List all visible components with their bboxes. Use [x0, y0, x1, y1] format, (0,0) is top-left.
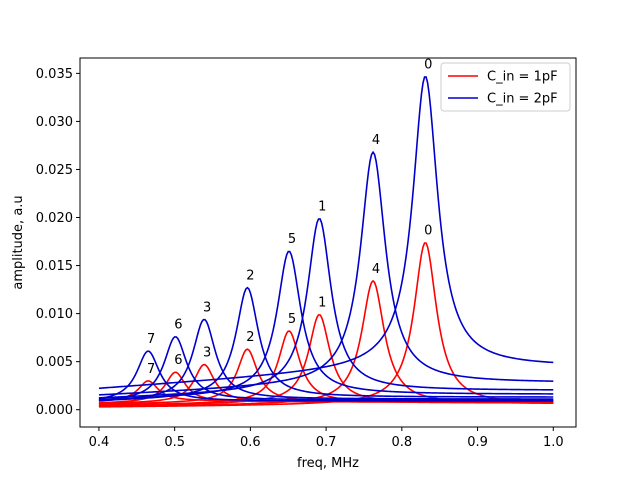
legend: C_in = 1pF C_in = 2pF [440, 62, 571, 112]
y-tick-label: 0.000 [36, 403, 73, 418]
series-line [98, 76, 554, 390]
series-line [98, 350, 554, 402]
series-line [98, 218, 554, 399]
peak-label: 3 [203, 300, 211, 315]
y-tick-label: 0.005 [36, 355, 73, 370]
y-axis-label: amplitude, a.u [11, 195, 26, 289]
axes-frame [79, 57, 577, 428]
x-tick-label: 0.7 [316, 435, 337, 450]
plot-curves [98, 76, 554, 408]
legend-label: C_in = 2pF [487, 92, 558, 107]
peak-label: 6 [174, 318, 182, 333]
peak-label: 1 [318, 199, 326, 214]
y-axis-ticks: 0.000 0.005 0.010 0.015 0.020 0.025 0.030 0.035 [36, 67, 80, 418]
peak-label: 0 [424, 57, 432, 72]
peak-label: 5 [288, 232, 296, 247]
x-tick-label: 0.5 [164, 435, 185, 450]
x-tick-label: 0.4 [89, 435, 110, 450]
x-tick-label: 0.8 [391, 435, 412, 450]
series-line [98, 336, 554, 401]
series-line [98, 318, 554, 402]
peak-label: 2 [246, 330, 254, 345]
y-tick-label: 0.015 [36, 259, 73, 274]
y-tick-label: 0.020 [36, 211, 73, 226]
y-tick-label: 0.030 [36, 115, 73, 130]
y-tick-label: 0.025 [36, 163, 73, 178]
peak-label: 2 [246, 269, 254, 284]
peak-label: 0 [424, 224, 432, 239]
legend-label: C_in = 1pF [487, 70, 558, 85]
x-tick-label: 0.9 [467, 435, 488, 450]
y-tick-label: 0.010 [36, 307, 73, 322]
peak-labels: 0 4 1 5 2 3 6 7 0 4 1 5 2 3 6 7 [147, 57, 432, 377]
series-line [98, 286, 554, 402]
y-tick-label: 0.035 [36, 67, 73, 82]
legend-box [440, 62, 571, 112]
x-axis-ticks: 0.4 0.5 0.6 0.7 0.8 0.9 1.0 [89, 427, 564, 450]
peak-label: 7 [147, 332, 155, 347]
series-line [98, 371, 554, 404]
x-axis-label: freq, MHz [297, 456, 359, 471]
peak-label: 4 [372, 133, 380, 148]
peak-label: 1 [318, 296, 326, 311]
peak-label: 3 [203, 346, 211, 361]
peak-label: 4 [372, 262, 380, 277]
peak-label: 7 [147, 362, 155, 377]
peak-label: 5 [288, 312, 296, 327]
x-tick-label: 0.6 [240, 435, 261, 450]
x-tick-label: 1.0 [543, 435, 564, 450]
peak-label: 6 [174, 353, 182, 368]
